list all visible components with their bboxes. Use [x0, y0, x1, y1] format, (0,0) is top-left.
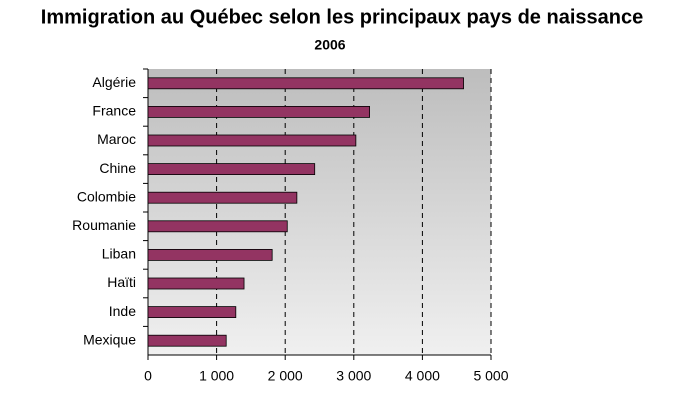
- x-tick-label: 0: [144, 368, 152, 384]
- y-tick-label: Chine: [99, 160, 136, 176]
- bar: [147, 248, 273, 261]
- x-tick-label: 5 000: [473, 368, 508, 384]
- x-tick-label: 3 000: [336, 368, 371, 384]
- y-tick-label: Mexique: [83, 331, 136, 347]
- chart-title: Immigration au Québec selon les principa…: [41, 6, 643, 28]
- y-tick-label: Algérie: [92, 74, 136, 90]
- y-tick-label: France: [92, 103, 136, 119]
- y-tick-label: Roumanie: [72, 217, 136, 233]
- bar: [147, 106, 370, 118]
- y-tick-label: Haïti: [107, 274, 136, 290]
- bar: [147, 191, 298, 204]
- bar: [147, 277, 245, 290]
- bar: [147, 220, 288, 233]
- x-tick-label: 4 000: [405, 368, 440, 384]
- y-tick-label: Liban: [102, 246, 136, 262]
- y-tick-label: Inde: [109, 303, 136, 319]
- y-tick-label: Colombie: [77, 188, 136, 204]
- y-tick-label: Maroc: [97, 131, 136, 147]
- x-tick-label: 1 000: [199, 368, 234, 384]
- bar: [147, 306, 237, 319]
- bar: [147, 163, 316, 176]
- bar: [147, 334, 227, 347]
- x-tick-label: 2 000: [268, 368, 303, 384]
- chart-subtitle: 2006: [314, 37, 345, 53]
- bar: [147, 134, 357, 147]
- bar: [147, 77, 464, 90]
